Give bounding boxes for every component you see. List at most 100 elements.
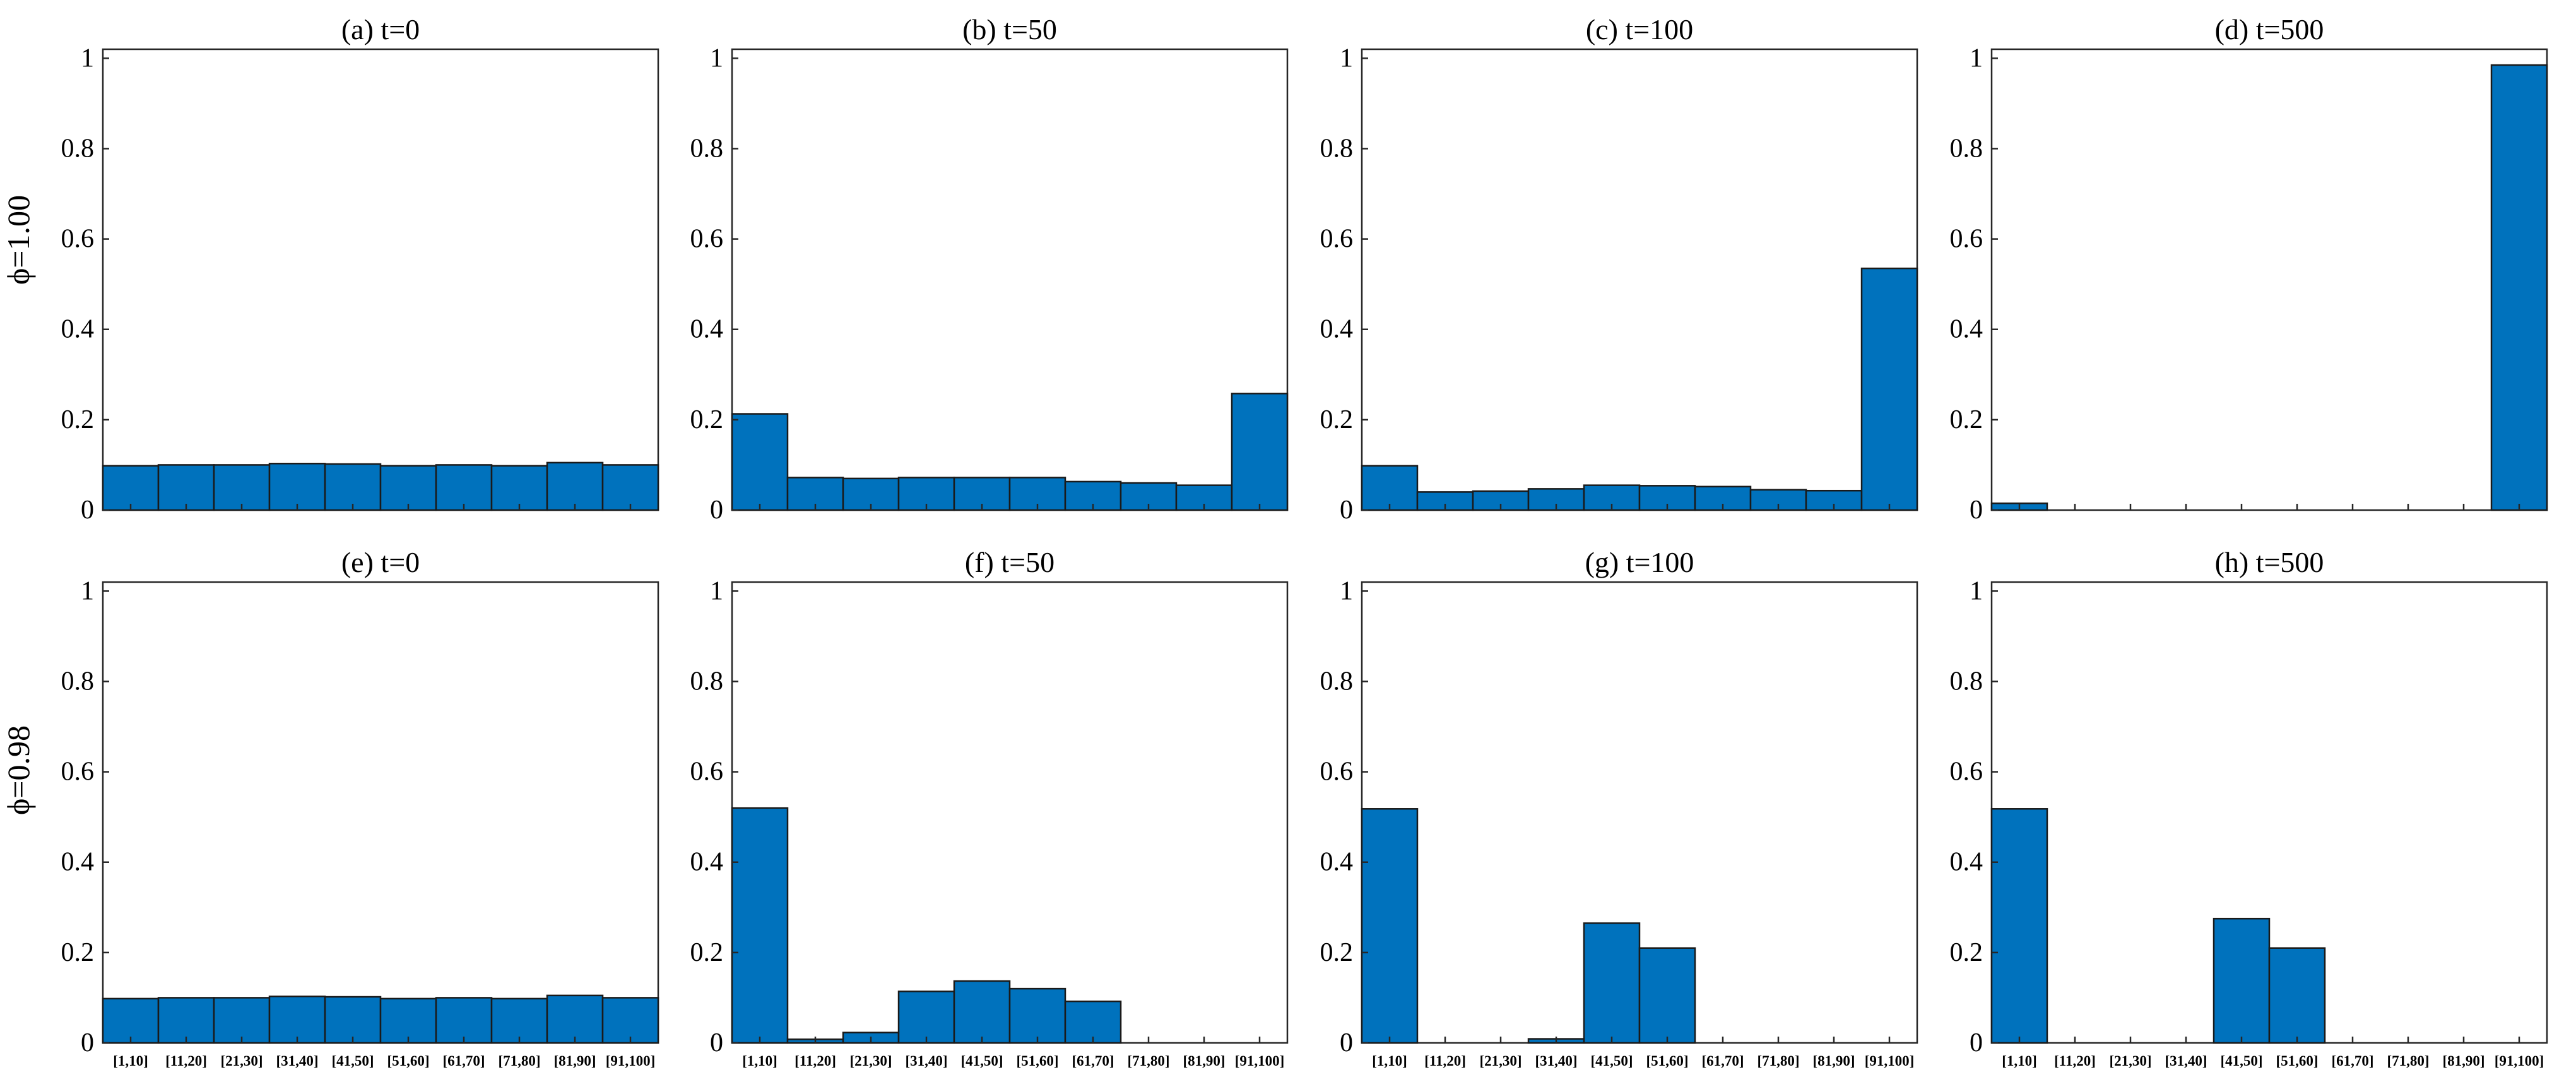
y-tick-label: 0.6 [61, 758, 95, 787]
bar-[31,40] [268, 996, 326, 1044]
x-tick-label-[81,90]: [81,90] [1183, 1053, 1225, 1069]
bar-[61,70] [435, 464, 493, 511]
y-tick-label: 0.4 [1950, 315, 1983, 344]
y-tick-label: 0.6 [1950, 225, 1983, 254]
y-tick-label: 1 [81, 44, 94, 73]
bar-[1,10] [1361, 808, 1419, 1044]
y-tick-label: 0.4 [690, 848, 724, 877]
bar-[11,20] [157, 464, 215, 511]
panel-title: (e) t=0 [341, 546, 420, 578]
y-tick-label: 0.6 [1320, 225, 1354, 254]
x-tick-label-[81,90]: [81,90] [2442, 1053, 2484, 1069]
x-tick-label-[61,70]: [61,70] [2331, 1053, 2373, 1069]
y-tick-label: 0 [1970, 1028, 1983, 1057]
bar-[71,80] [490, 997, 548, 1044]
bar-[1,10] [1361, 465, 1419, 511]
plot-area-frame [731, 48, 1289, 511]
panel-title: (f) t=50 [965, 546, 1055, 578]
y-tick-label: 0 [81, 1028, 94, 1057]
bar-[61,70] [435, 997, 493, 1044]
bar-[81,90] [546, 461, 604, 511]
plot-area-frame [1361, 48, 1918, 511]
y-tick-label: 0.4 [61, 848, 95, 877]
panels: 0 0.2 0.4 0.6 0.8 1 (a) t=0 0 0.2 0.4 0.6 0.8 1 (b) t… [61, 13, 2548, 1069]
y-tick-label: 0.8 [1950, 667, 1983, 696]
x-tick-label-[51,60]: [51,60] [1646, 1053, 1688, 1069]
x-tick-label-[71,80]: [71,80] [1757, 1053, 1799, 1069]
panel-h: 0 0.2 0.4 0.6 0.8 1 [1,10] [11,20] [21,30] [31,40… [1950, 546, 2548, 1069]
y-tick-label: 1 [1970, 44, 1983, 73]
x-tick-label-[41,50]: [41,50] [331, 1053, 374, 1069]
x-tick-label-[41,50]: [41,50] [960, 1053, 1003, 1069]
x-tick-label-[51,60]: [51,60] [1016, 1053, 1058, 1069]
panel-e: 0 0.2 0.4 0.6 0.8 1 [1,10] [11,20] [21,30] [31,40… [61, 546, 659, 1069]
y-tick-label: 0.6 [1950, 758, 1983, 787]
x-tick-label-[91,100]: [91,100] [606, 1053, 656, 1069]
x-tick-label-[41,50]: [41,50] [1590, 1053, 1633, 1069]
y-tick-label: 0.6 [1320, 758, 1354, 787]
panel-f: 0 0.2 0.4 0.6 0.8 1 [1,10] [11,20] [21,30] [31,40… [690, 546, 1289, 1069]
y-tick-label: 1 [710, 44, 723, 73]
x-tick-label-[11,20]: [11,20] [795, 1053, 836, 1069]
x-tick-label-[1,10]: [1,10] [1372, 1053, 1407, 1069]
y-tick-label: 1 [1340, 576, 1353, 605]
y-tick-label: 0.8 [1950, 134, 1983, 163]
bar-[11,20] [157, 997, 215, 1044]
x-tick-label-[91,100]: [91,100] [2495, 1053, 2544, 1069]
y-tick-label: 0 [1340, 1028, 1353, 1057]
y-tick-label: 0 [710, 496, 723, 525]
bar-[91,100] [601, 997, 659, 1044]
panel-g: 0 0.2 0.4 0.6 0.8 1 [1,10] [11,20] [21,30] [31,40… [1320, 546, 1918, 1069]
y-tick-label: 0.2 [1320, 405, 1354, 434]
x-tick-label-[91,100]: [91,100] [1865, 1053, 1915, 1069]
y-tick-label: 0.2 [61, 938, 95, 967]
x-tick-label-[21,30]: [21,30] [849, 1053, 892, 1069]
bar-[41,50] [2213, 917, 2271, 1044]
x-tick-label-[71,80]: [71,80] [498, 1053, 540, 1069]
x-tick-label-[1,10]: [1,10] [2002, 1053, 2037, 1069]
y-tick-label: 0.4 [1320, 315, 1354, 344]
y-tick-label: 0.2 [1950, 938, 1983, 967]
bar-[91,100] [1231, 393, 1289, 511]
bar-[81,90] [546, 994, 604, 1044]
y-tick-label: 1 [1340, 44, 1353, 73]
bar-[41,50] [953, 980, 1011, 1044]
panel-d: 0 0.2 0.4 0.6 0.8 1 (d) t=500 [1950, 13, 2548, 525]
panel-c: 0 0.2 0.4 0.6 0.8 1 (c) t=100 [1320, 13, 1918, 525]
bar-[41,50] [324, 463, 382, 511]
y-tick-label: 0.8 [61, 134, 95, 163]
bar-[1,10] [1990, 808, 2048, 1044]
y-tick-label: 1 [1970, 576, 1983, 605]
y-tick-label: 0.2 [61, 405, 95, 434]
y-tick-label: 1 [81, 576, 94, 605]
x-tick-label-[41,50]: [41,50] [2220, 1053, 2262, 1069]
bar-[1,10] [102, 997, 160, 1044]
y-tick-label: 0.2 [690, 938, 724, 967]
row-label-phi-1.00: ϕ=1.00 [1, 195, 36, 285]
row-label-phi-0.98: ϕ=0.98 [1, 725, 36, 815]
bar-[51,60] [2268, 947, 2326, 1044]
bar-[91,100] [1860, 267, 1918, 511]
bar-[91,100] [601, 464, 659, 511]
y-tick-label: 0.4 [1320, 848, 1354, 877]
x-tick-label-[71,80]: [71,80] [1127, 1053, 1169, 1069]
x-tick-label-[21,30]: [21,30] [1479, 1053, 1521, 1069]
x-tick-label-[31,40]: [31,40] [2165, 1053, 2207, 1069]
panel-title: (c) t=100 [1586, 13, 1693, 45]
bar-[51,60] [379, 465, 437, 511]
y-tick-label: 0.2 [1950, 405, 1983, 434]
bar-[41,50] [1583, 922, 1641, 1044]
x-tick-label-[91,100]: [91,100] [1235, 1053, 1285, 1069]
bar-[51,60] [379, 997, 437, 1044]
x-tick-label-[81,90]: [81,90] [1812, 1053, 1855, 1069]
x-tick-label-[21,30]: [21,30] [2109, 1053, 2151, 1069]
y-tick-label: 0.4 [1950, 848, 1983, 877]
x-tick-label-[31,40]: [31,40] [905, 1053, 947, 1069]
bar-[91,100] [2490, 64, 2548, 511]
x-tick-label-[81,90]: [81,90] [553, 1053, 596, 1069]
y-tick-label: 1 [710, 576, 723, 605]
y-tick-label: 0 [1970, 496, 1983, 525]
x-tick-label-[11,20]: [11,20] [1424, 1053, 1466, 1069]
bar-[1,10] [731, 807, 789, 1044]
x-tick-label-[11,20]: [11,20] [165, 1053, 207, 1069]
